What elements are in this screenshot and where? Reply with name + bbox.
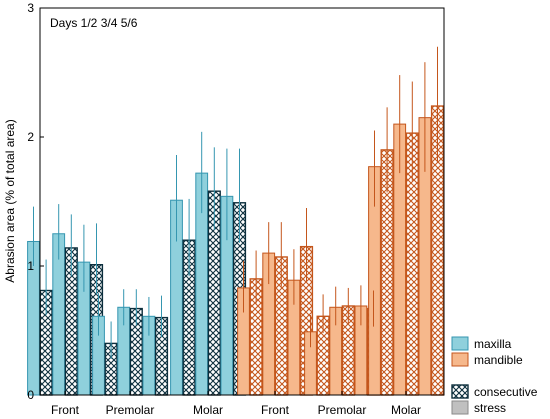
error-bars-layer [33, 46, 438, 359]
legend: maxilla mandible consecutive stress [451, 336, 538, 415]
y-tick-label: 3 [27, 1, 34, 15]
y-axis-label: Abrasion area (% of total area) [3, 119, 17, 282]
legend-label-maxilla: maxilla [474, 337, 512, 351]
legend-label-stress: stress [474, 401, 506, 415]
x-tick-label: Molar [391, 403, 421, 417]
y-axis: 0 1 2 3 [27, 1, 44, 402]
y-tick-label: 1 [27, 259, 34, 273]
legend-swatch-maxilla [451, 336, 469, 351]
x-tick-label: Front [261, 403, 290, 417]
bars-layer [27, 105, 445, 396]
x-tick-label: Premolar [318, 403, 367, 417]
x-tick-label: Front [51, 403, 80, 417]
x-tick-label: Premolar [106, 403, 155, 417]
legend-label-mandible: mandible [474, 353, 523, 367]
legend-swatch-stress [451, 400, 469, 415]
legend-swatch-mandible [451, 352, 469, 367]
plot-frame [39, 7, 445, 396]
legend-swatch-consecutive [451, 384, 469, 399]
y-tick-label: 0 [27, 388, 34, 402]
legend-label-consecutive: consecutive [474, 385, 538, 399]
days-annotation: Days 1/2 3/4 5/6 [50, 16, 138, 30]
x-axis: Front Premolar Molar Front Premolar Molar [51, 391, 421, 417]
x-tick-label: Molar [193, 403, 223, 417]
y-tick-label: 2 [27, 130, 34, 144]
